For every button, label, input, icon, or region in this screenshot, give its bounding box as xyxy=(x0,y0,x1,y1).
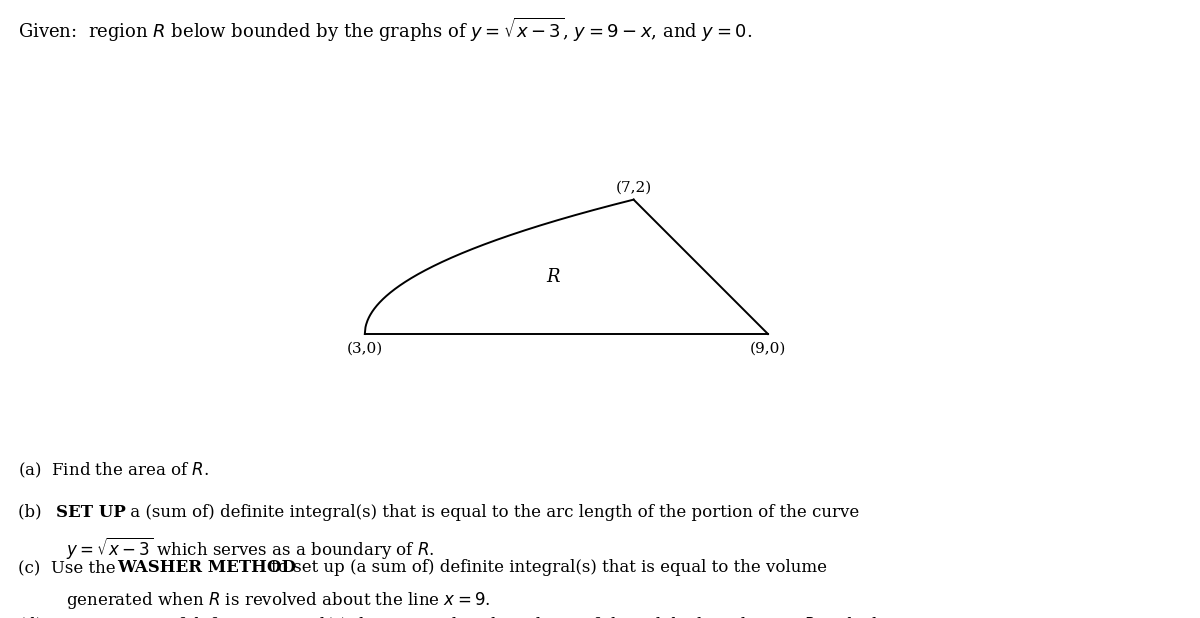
Text: to set up (a sum of) definite integral(s) that is equal to the volume: to set up (a sum of) definite integral(s… xyxy=(266,559,828,577)
Text: SET UP: SET UP xyxy=(56,504,126,521)
Text: a (sum of) definite integral(s) that is equal to the arc length of the portion o: a (sum of) definite integral(s) that is … xyxy=(125,504,859,521)
Text: (c)  Use the: (c) Use the xyxy=(18,559,121,577)
Text: WASHER METHOD: WASHER METHOD xyxy=(118,559,296,577)
Text: (9,0): (9,0) xyxy=(750,342,786,356)
Text: $y = \sqrt{x-3}$ which serves as a boundary of $R$.: $y = \sqrt{x-3}$ which serves as a bound… xyxy=(66,535,434,561)
Text: (7,2): (7,2) xyxy=(616,180,652,194)
Text: R: R xyxy=(546,268,559,286)
Text: Given:  region $R$ below bounded by the graphs of $y = \sqrt{x-3}$, $y = 9 - x$,: Given: region $R$ below bounded by the g… xyxy=(18,15,752,43)
Text: generated when $R$ is revolved about the line $x = 9$.: generated when $R$ is revolved about the… xyxy=(66,590,491,611)
Text: (3,0): (3,0) xyxy=(347,342,383,356)
Text: (a)  Find the area of $R$.: (a) Find the area of $R$. xyxy=(18,460,209,480)
Text: (b): (b) xyxy=(18,504,52,521)
Text: (d)  Set up a sum of definite integral(s) that is equal to the volume of the sol: (d) Set up a sum of definite integral(s)… xyxy=(18,615,912,618)
